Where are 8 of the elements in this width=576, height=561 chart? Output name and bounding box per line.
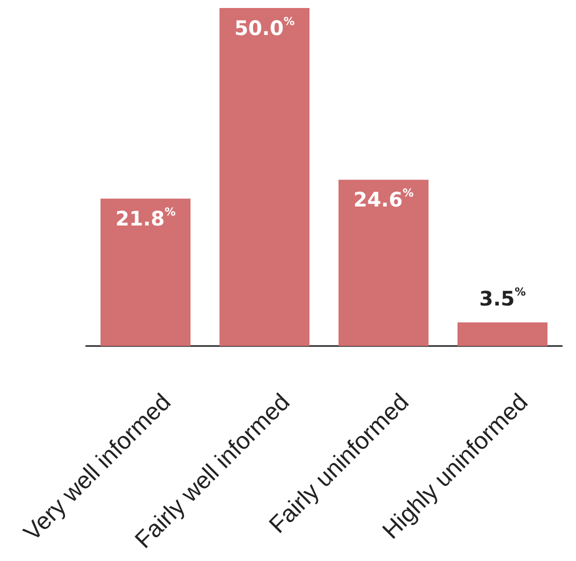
bar <box>220 8 310 346</box>
data-label: 21.8% <box>115 206 176 231</box>
bar <box>458 322 548 346</box>
bar <box>100 198 190 346</box>
data-label: 3.5% <box>479 285 526 310</box>
bar <box>338 180 428 346</box>
data-label: 50.0% <box>234 15 295 40</box>
data-label: 24.6% <box>353 186 414 212</box>
